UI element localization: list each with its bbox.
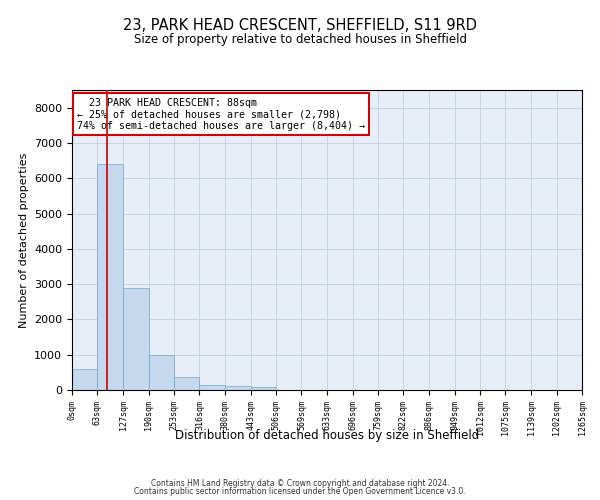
Bar: [225, 386, 251, 390]
Bar: [199, 384, 225, 390]
Y-axis label: Number of detached properties: Number of detached properties: [19, 152, 29, 328]
Text: Size of property relative to detached houses in Sheffield: Size of property relative to detached ho…: [133, 32, 467, 46]
Text: Distribution of detached houses by size in Sheffield: Distribution of detached houses by size …: [175, 428, 479, 442]
Text: Contains HM Land Registry data © Crown copyright and database right 2024.: Contains HM Land Registry data © Crown c…: [151, 478, 449, 488]
Text: 23, PARK HEAD CRESCENT, SHEFFIELD, S11 9RD: 23, PARK HEAD CRESCENT, SHEFFIELD, S11 9…: [123, 18, 477, 32]
Text: 23 PARK HEAD CRESCENT: 88sqm
← 25% of detached houses are smaller (2,798)
74% of: 23 PARK HEAD CRESCENT: 88sqm ← 25% of de…: [77, 98, 365, 130]
Bar: [251, 387, 276, 390]
Bar: [174, 376, 199, 390]
Bar: [72, 369, 97, 390]
Text: Contains public sector information licensed under the Open Government Licence v3: Contains public sector information licen…: [134, 487, 466, 496]
Bar: [123, 288, 149, 390]
Bar: [149, 354, 174, 390]
Bar: [97, 164, 123, 390]
